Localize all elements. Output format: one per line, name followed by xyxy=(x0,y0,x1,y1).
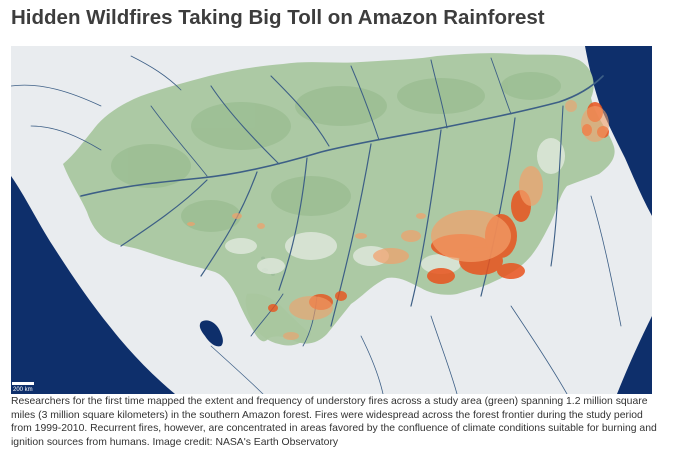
lake-titicaca xyxy=(199,320,223,347)
forest-texture xyxy=(111,72,561,232)
figure-caption: Researchers for the first time mapped th… xyxy=(11,396,657,448)
page-title: Hidden Wildfires Taking Big Toll on Amaz… xyxy=(11,6,545,29)
rivers xyxy=(11,55,622,394)
pacific-ocean xyxy=(11,176,175,394)
fire-detections xyxy=(187,100,609,340)
cleared-areas xyxy=(225,138,565,274)
map-svg: 200 km xyxy=(11,46,652,394)
atlantic-ocean-south xyxy=(617,316,652,394)
scale-bar-label: 200 km xyxy=(13,387,33,393)
atlantic-ocean-north xyxy=(585,46,652,216)
scale-bar: 200 km xyxy=(12,382,34,393)
amazon-fire-map: 200 km xyxy=(11,46,652,394)
